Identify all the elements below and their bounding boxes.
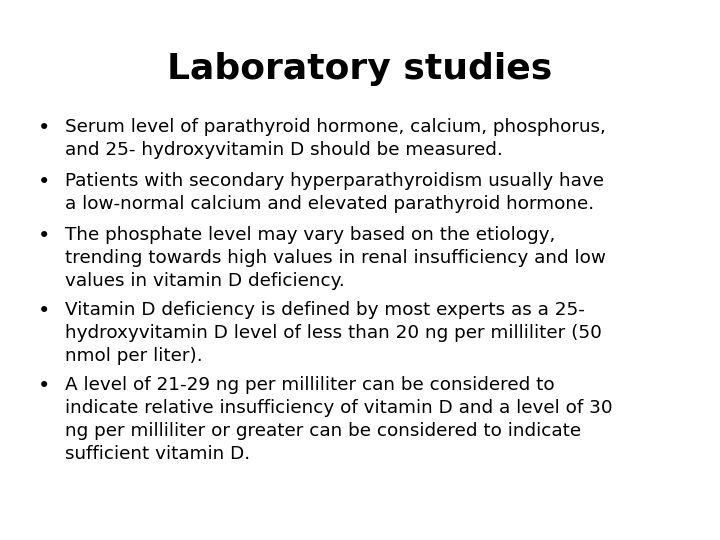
Text: •: • <box>38 118 50 138</box>
Text: •: • <box>38 301 50 321</box>
Text: The phosphate level may vary based on the etiology,
trending towards high values: The phosphate level may vary based on th… <box>65 226 606 290</box>
Text: Laboratory studies: Laboratory studies <box>167 52 553 86</box>
Text: A level of 21-29 ng per milliliter can be considered to
indicate relative insuff: A level of 21-29 ng per milliliter can b… <box>65 376 613 463</box>
Text: Patients with secondary hyperparathyroidism usually have
a low-normal calcium an: Patients with secondary hyperparathyroid… <box>65 172 604 213</box>
Text: Serum level of parathyroid hormone, calcium, phosphorus,
and 25- hydroxyvitamin : Serum level of parathyroid hormone, calc… <box>65 118 606 159</box>
Text: Vitamin D deficiency is defined by most experts as a 25-
hydroxyvitamin D level : Vitamin D deficiency is defined by most … <box>65 301 602 365</box>
Text: •: • <box>38 376 50 396</box>
Text: •: • <box>38 172 50 192</box>
Text: •: • <box>38 226 50 246</box>
